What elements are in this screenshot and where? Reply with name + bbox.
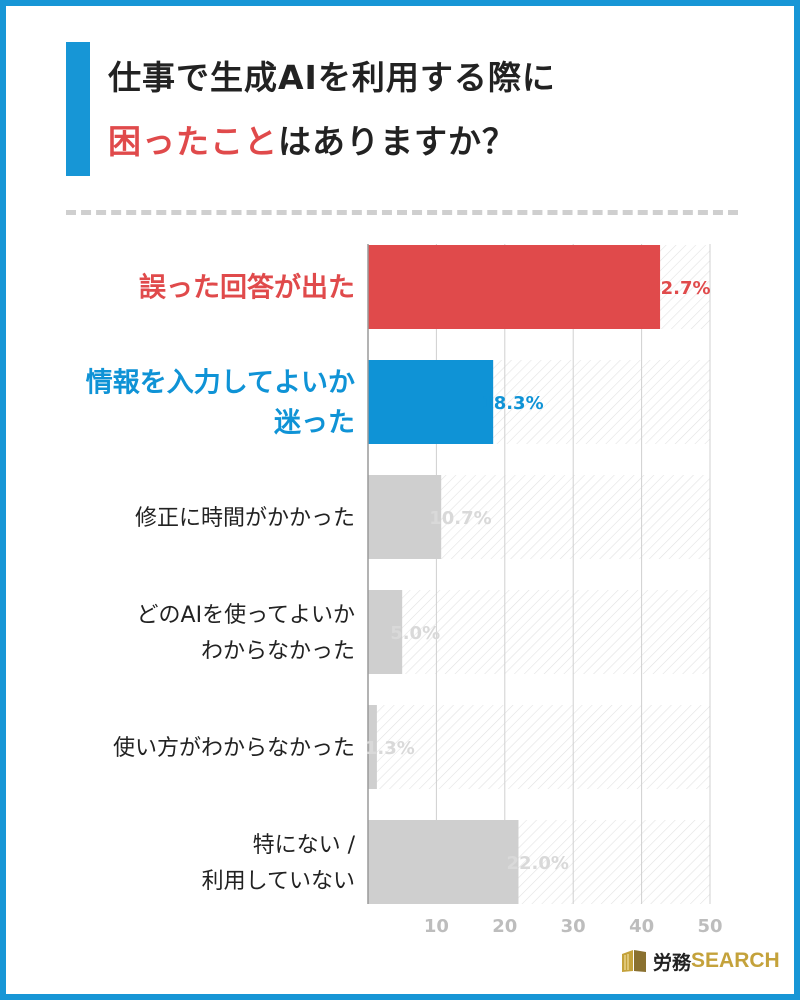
book-icon [622,950,646,972]
category-label: 迷った [274,408,355,439]
title-rest: はありますか？ [278,122,516,161]
value-label: 22.0% [506,853,568,874]
logo-text-en: SEARCH [691,949,780,972]
bar [368,820,519,904]
category-label: 特にない / [253,833,356,858]
bar [368,705,377,789]
title-line-2: 困ったことはありますか？ [108,110,556,174]
value-label: 42.7% [648,278,710,299]
category-label: 誤った回答が出た [139,272,355,304]
title-accent-bar [66,42,90,176]
value-label: 5.0% [390,623,440,644]
value-label: 10.7% [429,508,491,529]
bar [368,360,494,444]
x-tick-label: 10 [424,916,449,937]
category-label: どのAIを使ってよいか [137,603,355,628]
x-tick-label: 30 [561,916,586,937]
bar [368,245,661,329]
value-label: 18.3% [481,393,543,414]
brand-logo: 労務 SEARCH [621,946,780,976]
bar-track [368,705,710,789]
bar [368,475,442,559]
category-label: 情報を入力してよいか [86,368,355,399]
x-tick-label: 20 [492,916,517,937]
dashed-divider [66,210,738,215]
category-label: 修正に時間がかかった [135,506,355,531]
title-line-1: 仕事で生成AIを利用する際に [108,58,556,97]
title-highlight: 困ったこと [108,122,278,161]
logo-text-jp: 労務 [653,951,692,974]
bar-track [368,590,710,674]
category-label: 利用していない [202,869,355,894]
x-tick-label: 40 [629,916,654,937]
category-label: 使い方がわからなかった [113,736,355,761]
chart-title: 仕事で生成AIを利用する際に 困ったことはありますか？ [108,46,556,174]
bar [368,590,403,674]
category-label: わからなかった [201,639,355,664]
x-tick-label: 50 [697,916,722,937]
value-label: 1.3% [365,738,415,759]
